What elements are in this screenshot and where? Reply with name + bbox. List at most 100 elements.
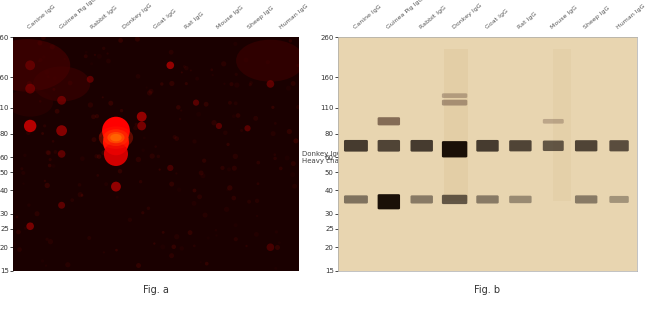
Point (246, 80, 256, 85)
Point (96, 133, 106, 138)
Point (237, 128, 247, 133)
Point (138, 148, 148, 153)
Point (276, 166, 286, 171)
Point (188, 201, 199, 206)
FancyBboxPatch shape (442, 195, 467, 204)
Point (200, 213, 211, 218)
Point (231, 101, 241, 106)
Point (244, 199, 254, 204)
Point (144, 91, 155, 95)
Point (241, 244, 252, 248)
Point (85, 77, 96, 82)
Point (191, 100, 202, 105)
Text: Donkey IgG: Donkey IgG (122, 3, 153, 30)
Point (133, 263, 144, 268)
Point (35, 99, 46, 104)
FancyBboxPatch shape (543, 119, 564, 123)
Point (92, 114, 102, 119)
Point (251, 232, 261, 237)
Point (293, 104, 304, 109)
Point (32, 211, 42, 216)
Point (37, 131, 47, 136)
Point (112, 195, 122, 200)
Point (35, 58, 46, 63)
Point (92, 154, 102, 159)
Point (25, 86, 35, 91)
Point (115, 169, 125, 174)
Point (18, 170, 29, 175)
Point (136, 123, 147, 128)
Point (20, 226, 31, 231)
Point (132, 37, 142, 42)
Point (52, 109, 62, 114)
Text: Rabbit IgG: Rabbit IgG (90, 5, 118, 30)
Point (92, 173, 103, 178)
Point (181, 66, 192, 71)
Point (125, 217, 135, 222)
Ellipse shape (7, 89, 53, 117)
Point (88, 114, 99, 119)
Point (166, 182, 177, 187)
Point (119, 118, 129, 123)
FancyBboxPatch shape (344, 140, 368, 152)
Point (189, 188, 200, 193)
Point (146, 89, 156, 94)
Point (172, 234, 182, 239)
Point (202, 261, 212, 266)
Point (186, 68, 196, 73)
Point (265, 81, 276, 86)
Point (270, 121, 281, 126)
Point (282, 156, 293, 160)
FancyBboxPatch shape (609, 196, 629, 203)
Point (147, 154, 157, 159)
Bar (444, 49, 468, 201)
Point (233, 113, 243, 118)
Point (231, 83, 242, 88)
Point (229, 196, 239, 201)
Point (222, 207, 232, 212)
Point (48, 139, 58, 144)
Point (23, 124, 34, 129)
Point (150, 144, 161, 149)
FancyBboxPatch shape (575, 195, 597, 203)
Point (274, 240, 285, 245)
Text: Guinea Pig IgG: Guinea Pig IgG (385, 0, 424, 30)
Ellipse shape (103, 129, 129, 146)
Point (285, 39, 296, 44)
Point (116, 38, 126, 43)
FancyBboxPatch shape (442, 100, 467, 105)
Point (42, 183, 53, 188)
Point (75, 192, 85, 197)
Point (240, 58, 251, 63)
Point (270, 152, 280, 157)
FancyBboxPatch shape (378, 117, 400, 125)
Point (135, 179, 146, 184)
Ellipse shape (236, 39, 305, 82)
Point (230, 41, 240, 46)
Point (185, 230, 195, 235)
Point (284, 129, 294, 134)
Point (99, 151, 109, 156)
Point (98, 95, 108, 100)
Text: Canine IgG: Canine IgG (27, 4, 57, 30)
Point (99, 250, 109, 255)
Point (263, 60, 273, 65)
Point (181, 81, 192, 86)
Point (252, 214, 262, 219)
Text: Fig. b: Fig. b (474, 285, 500, 295)
Point (166, 81, 177, 86)
Text: Rat IgG: Rat IgG (184, 12, 205, 30)
Ellipse shape (99, 127, 133, 149)
Point (229, 166, 240, 171)
Point (89, 137, 99, 142)
Point (218, 61, 229, 66)
Point (43, 150, 53, 155)
Ellipse shape (107, 132, 125, 143)
Point (226, 82, 237, 87)
Point (136, 114, 147, 119)
Point (224, 167, 234, 172)
FancyBboxPatch shape (476, 140, 499, 152)
Point (130, 126, 140, 131)
Ellipse shape (33, 67, 90, 101)
Point (288, 81, 298, 86)
